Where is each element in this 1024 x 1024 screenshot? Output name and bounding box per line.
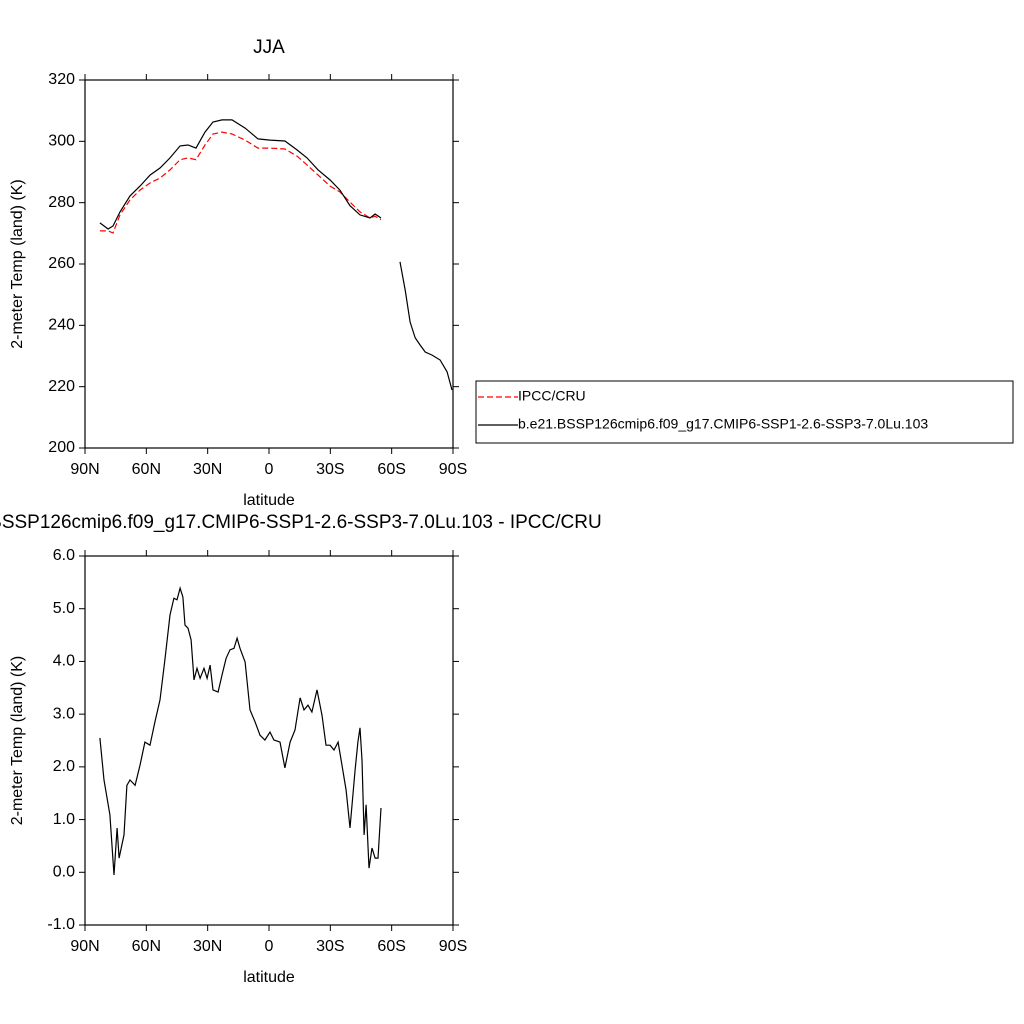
x-tick-label: 60N — [132, 938, 161, 955]
x-tick-label: 30S — [316, 461, 344, 478]
x-tick-label: 0 — [265, 938, 274, 955]
x-tick-label: 60S — [377, 461, 405, 478]
x-tick-label: 0 — [265, 461, 274, 478]
plot-frame — [84, 555, 454, 926]
x-tick-label: 90N — [70, 461, 99, 478]
chart-title: JJA — [253, 37, 285, 58]
y-tick-label: -1.0 — [47, 916, 75, 933]
x-tick-label: 90S — [439, 461, 467, 478]
x-tick-label: 90S — [439, 938, 467, 955]
x-tick-label: 60S — [377, 938, 405, 955]
plot-frame — [84, 79, 454, 449]
y-tick-label: 5.0 — [53, 600, 75, 617]
x-tick-label: 60N — [132, 461, 161, 478]
data-line — [99, 586, 382, 875]
x-tick-label: 30S — [316, 938, 344, 955]
x-tick-label: 90N — [70, 938, 99, 955]
x-axis-label: latitude — [243, 492, 295, 509]
y-tick-label: 3.0 — [53, 705, 75, 722]
x-tick-label: 30N — [193, 461, 222, 478]
y-tick-label: 300 — [48, 133, 75, 150]
x-tick-label: 30N — [193, 938, 222, 955]
y-tick-label: 220 — [48, 378, 75, 395]
y-tick-label: 260 — [48, 255, 75, 272]
y-tick-label: 1.0 — [53, 811, 75, 828]
legend-box — [475, 380, 1014, 444]
y-tick-label: 320 — [48, 71, 75, 88]
y-axis-label: 2-meter Temp (land) (K) — [9, 179, 26, 349]
legend-label: IPCC/CRU — [518, 388, 586, 404]
y-tick-label: 280 — [48, 194, 75, 211]
data-line — [99, 131, 382, 234]
y-tick-label: 0.0 — [53, 864, 75, 881]
y-tick-label: 4.0 — [53, 653, 75, 670]
x-axis-label: latitude — [243, 969, 295, 986]
y-tick-label: 6.0 — [53, 547, 75, 564]
chart-title: b.e21.BSSP126cmip6.f09_g17.CMIP6-SSP1-2.… — [0, 512, 602, 533]
y-tick-label: 200 — [48, 439, 75, 456]
y-tick-label: 240 — [48, 317, 75, 334]
y-tick-label: 2.0 — [53, 758, 75, 775]
y-axis-label: 2-meter Temp (land) (K) — [9, 656, 26, 826]
legend-label: b.e21.BSSP126cmip6.f09_g17.CMIP6-SSP1-2.… — [518, 416, 928, 432]
data-line — [99, 119, 453, 391]
